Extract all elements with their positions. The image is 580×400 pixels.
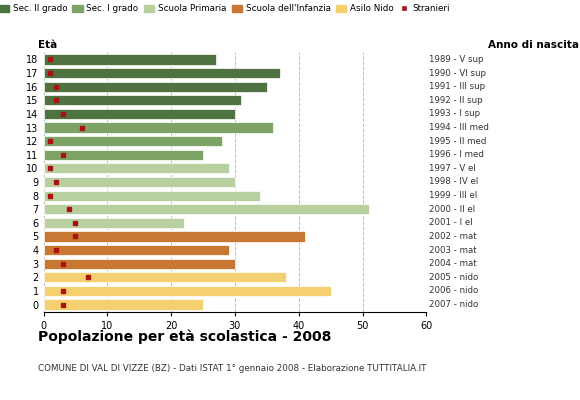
Text: 1990 - VI sup: 1990 - VI sup xyxy=(429,68,486,78)
Bar xyxy=(44,258,235,269)
Text: Popolazione per età scolastica - 2008: Popolazione per età scolastica - 2008 xyxy=(38,330,331,344)
Bar xyxy=(44,163,229,174)
Bar xyxy=(44,245,229,255)
Legend: Sec. II grado, Sec. I grado, Scuola Primaria, Scuola dell'Infanzia, Asilo Nido, : Sec. II grado, Sec. I grado, Scuola Prim… xyxy=(0,4,450,13)
Text: Anno di nascita: Anno di nascita xyxy=(488,40,579,50)
Bar xyxy=(44,286,331,296)
Bar xyxy=(44,231,305,242)
Text: 1997 - V el: 1997 - V el xyxy=(429,164,476,173)
Text: 1993 - I sup: 1993 - I sup xyxy=(429,110,480,118)
Text: 1996 - I med: 1996 - I med xyxy=(429,150,484,159)
Text: 2003 - mat: 2003 - mat xyxy=(429,246,477,254)
Bar xyxy=(44,272,286,282)
Text: 2001 - I el: 2001 - I el xyxy=(429,218,473,227)
Text: 1991 - III sup: 1991 - III sup xyxy=(429,82,485,91)
Bar xyxy=(44,218,184,228)
Text: Età: Età xyxy=(38,40,57,50)
Text: COMUNE DI VAL DI VIZZE (BZ) - Dati ISTAT 1° gennaio 2008 - Elaborazione TUTTITAL: COMUNE DI VAL DI VIZZE (BZ) - Dati ISTAT… xyxy=(38,364,426,373)
Text: 1998 - IV el: 1998 - IV el xyxy=(429,178,478,186)
Bar xyxy=(44,68,280,78)
Text: 2002 - mat: 2002 - mat xyxy=(429,232,477,241)
Text: 2004 - mat: 2004 - mat xyxy=(429,259,477,268)
Bar xyxy=(44,109,235,119)
Text: 2007 - nido: 2007 - nido xyxy=(429,300,478,309)
Bar xyxy=(44,95,241,106)
Bar xyxy=(44,300,203,310)
Text: 1995 - II med: 1995 - II med xyxy=(429,137,487,146)
Text: 1989 - V sup: 1989 - V sup xyxy=(429,55,484,64)
Text: 1994 - III med: 1994 - III med xyxy=(429,123,489,132)
Text: 2005 - nido: 2005 - nido xyxy=(429,273,478,282)
Text: 2000 - II el: 2000 - II el xyxy=(429,205,476,214)
Text: 1992 - II sup: 1992 - II sup xyxy=(429,96,483,105)
Bar xyxy=(44,150,203,160)
Bar xyxy=(44,54,216,64)
Bar xyxy=(44,204,369,214)
Bar xyxy=(44,82,267,92)
Bar xyxy=(44,190,260,201)
Text: 1999 - III el: 1999 - III el xyxy=(429,191,477,200)
Bar xyxy=(44,122,273,133)
Bar xyxy=(44,177,235,187)
Text: 2006 - nido: 2006 - nido xyxy=(429,286,478,296)
Bar xyxy=(44,136,222,146)
